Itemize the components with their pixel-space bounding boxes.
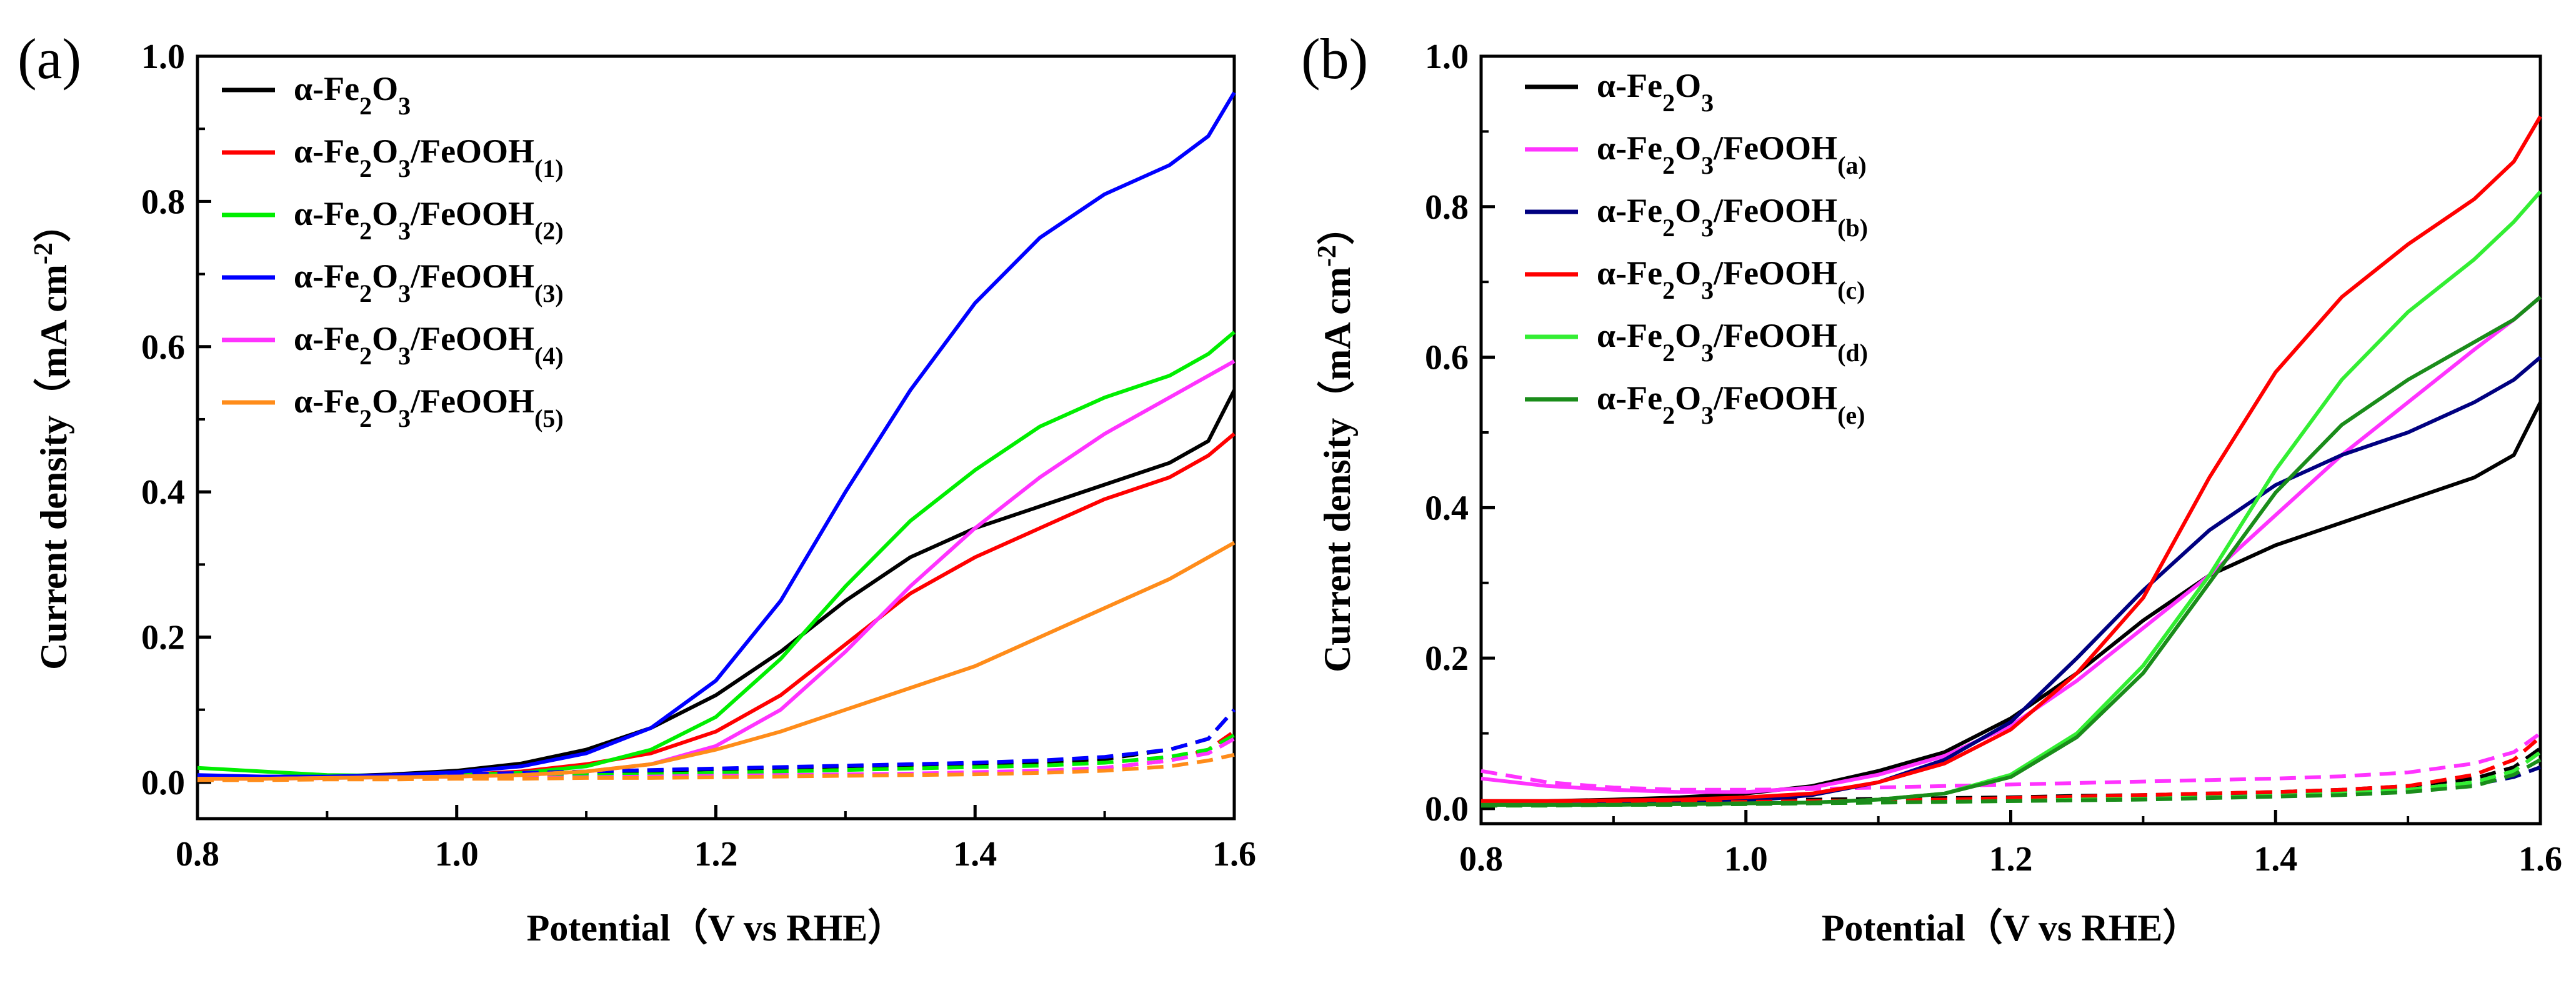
y-axis-label: Current density（mA cm-2） bbox=[1313, 207, 1358, 672]
legend-label: α-Fe2O3/FeOOH(5) bbox=[294, 382, 564, 432]
x-tick-label: 1.4 bbox=[2254, 840, 2297, 879]
x-tick-label: 0.8 bbox=[176, 835, 219, 874]
y-tick-label: 1.0 bbox=[141, 37, 185, 76]
series-line bbox=[197, 432, 1236, 781]
panel-label: (a) bbox=[17, 27, 81, 91]
y-tick-label: 0.0 bbox=[141, 764, 185, 802]
y-tick-label: 0.4 bbox=[141, 473, 185, 512]
y-tick-label: 0.4 bbox=[1425, 489, 1469, 527]
x-tick-label: 1.2 bbox=[1989, 840, 2033, 879]
legend: α-Fe2O3 α-Fe2O3/FeOOH(a) α-Fe2O3/FeOOH(b) α… bbox=[1525, 67, 1868, 429]
chart-panel-a: (a) 0.8 1.0 1.2 1.4 1.6 0.0 0.2 0.4 0.6 0.8 1.0 Pote… bbox=[17, 27, 1256, 949]
legend-label: α-Fe2O3/FeOOH(2) bbox=[294, 195, 564, 245]
x-tick-label: 0.8 bbox=[1459, 840, 1503, 879]
y-axis-label: Current density（mA cm-2） bbox=[29, 205, 74, 670]
y-tick-label: 1.0 bbox=[1425, 37, 1469, 76]
plot-frame bbox=[196, 54, 1236, 821]
series-dark-line bbox=[1481, 758, 2542, 808]
legend-label: α-Fe2O3/FeOOH(a) bbox=[1597, 129, 1867, 179]
x-tick-label: 1.0 bbox=[1724, 840, 1768, 879]
y-tick-label: 0.2 bbox=[1425, 639, 1469, 678]
legend-label: α-Fe2O3 bbox=[294, 70, 411, 120]
legend-label: α-Fe2O3/FeOOH(e) bbox=[1597, 379, 1865, 429]
x-axis-label: Potential（V vs RHE） bbox=[527, 907, 906, 949]
legend-label: α-Fe2O3/FeOOH(d) bbox=[1597, 317, 1868, 367]
x-tick-label: 1.2 bbox=[694, 835, 738, 874]
panel-label: (b) bbox=[1301, 27, 1368, 91]
x-axis-label: Potential（V vs RHE） bbox=[1822, 907, 2200, 949]
series-line bbox=[1481, 115, 2542, 803]
legend-label: α-Fe2O3/FeOOH(b) bbox=[1597, 192, 1868, 242]
x-tick-label: 1.4 bbox=[953, 835, 997, 874]
y-tick-label: 0.8 bbox=[1425, 188, 1469, 227]
series-dark-line bbox=[1480, 732, 2542, 792]
series-line bbox=[197, 541, 1236, 781]
y-tick-label: 0.2 bbox=[141, 619, 185, 657]
legend: α-Fe2O3 α-Fe2O3/FeOOH(1) α-Fe2O3/FeOOH(2) α… bbox=[222, 70, 564, 432]
x-tick-label: 1.6 bbox=[1212, 835, 1256, 874]
y-tick-label: 0.8 bbox=[141, 182, 185, 221]
series-line bbox=[197, 389, 1236, 781]
series-dark-line bbox=[197, 752, 1235, 782]
chart-panel-b: (b) 0.8 1.0 1.2 1.4 1.6 0.0 0.2 0.4 0.6 0.8 1.0 Pote… bbox=[1301, 27, 2562, 949]
legend-label: α-Fe2O3/FeOOH(c) bbox=[1597, 254, 1865, 304]
legend-label: α-Fe2O3/FeOOH(1) bbox=[294, 132, 564, 182]
legend-label: α-Fe2O3 bbox=[1597, 67, 1714, 117]
y-tick-label: 0.6 bbox=[1425, 339, 1469, 377]
x-tick-label: 1.6 bbox=[2519, 840, 2562, 879]
x-tick-label: 1.0 bbox=[435, 835, 479, 874]
y-tick-label: 0.0 bbox=[1425, 790, 1469, 829]
series-line bbox=[1481, 401, 2542, 803]
legend-label: α-Fe2O3/FeOOH(4) bbox=[294, 320, 564, 370]
legend-label: α-Fe2O3/FeOOH(3) bbox=[294, 257, 564, 307]
y-tick-label: 0.6 bbox=[141, 328, 185, 367]
